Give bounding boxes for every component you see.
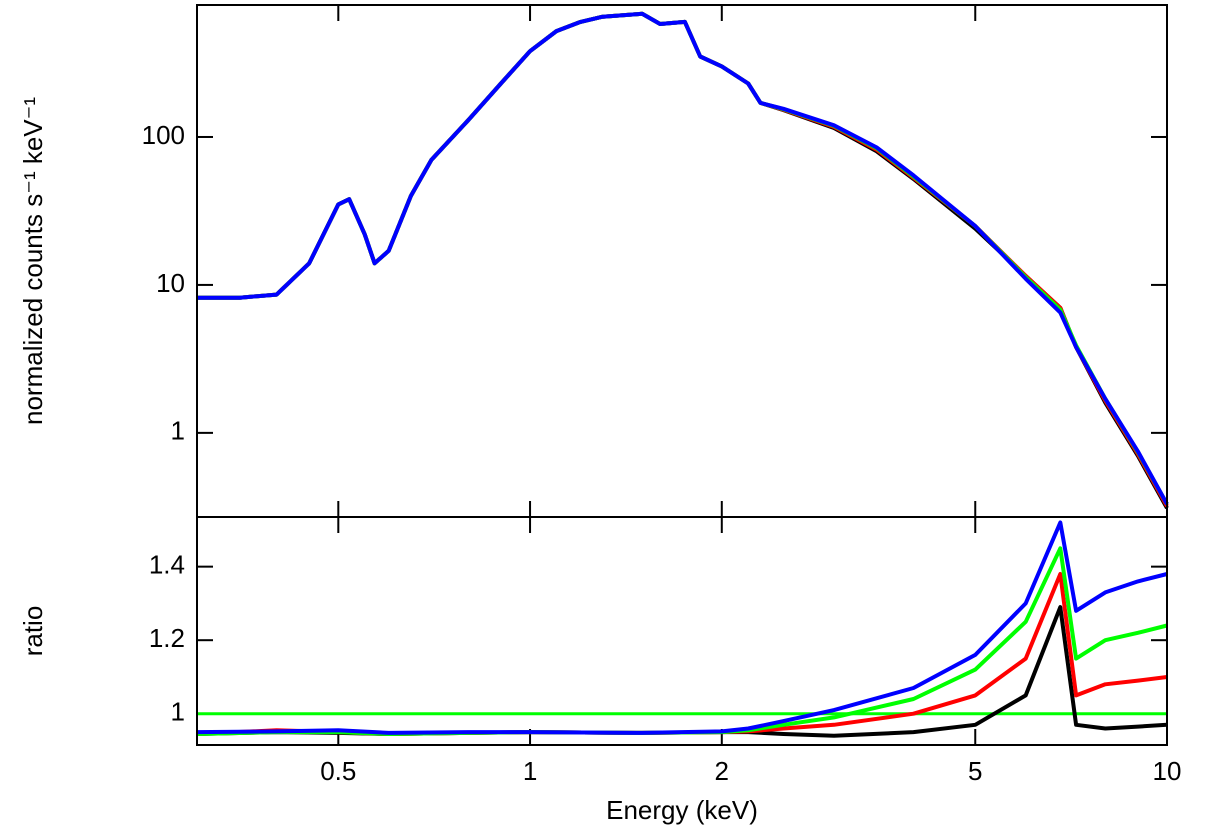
y-axis-label: ratio xyxy=(18,606,48,657)
x-tick-label: 2 xyxy=(715,756,729,786)
y-tick-label: 10 xyxy=(156,268,185,298)
series-line xyxy=(197,11,1169,506)
y-tick-label: 1 xyxy=(171,416,185,446)
plot-frame xyxy=(196,4,1168,518)
y-tick-label: 1.2 xyxy=(149,623,185,653)
y-tick-label: 1 xyxy=(171,697,185,727)
series-line xyxy=(196,520,1168,735)
x-tick-label: 1 xyxy=(523,756,537,786)
y-tick-label: 100 xyxy=(142,120,185,150)
x-tick-label: 5 xyxy=(968,756,982,786)
y-axis-label: normalized counts s⁻¹ keV⁻¹ xyxy=(18,97,48,425)
series-line xyxy=(196,546,1168,736)
x-tick-label: 0.5 xyxy=(320,756,356,786)
series-line xyxy=(197,11,1169,506)
series-line xyxy=(197,11,1169,510)
plot-frame xyxy=(196,516,1168,746)
series-line xyxy=(197,11,1169,508)
y-tick-label: 1.4 xyxy=(149,550,185,580)
x-tick-label: 10 xyxy=(1153,756,1182,786)
x-axis-label: Energy (keV) xyxy=(606,795,758,825)
series-line xyxy=(196,572,1168,736)
